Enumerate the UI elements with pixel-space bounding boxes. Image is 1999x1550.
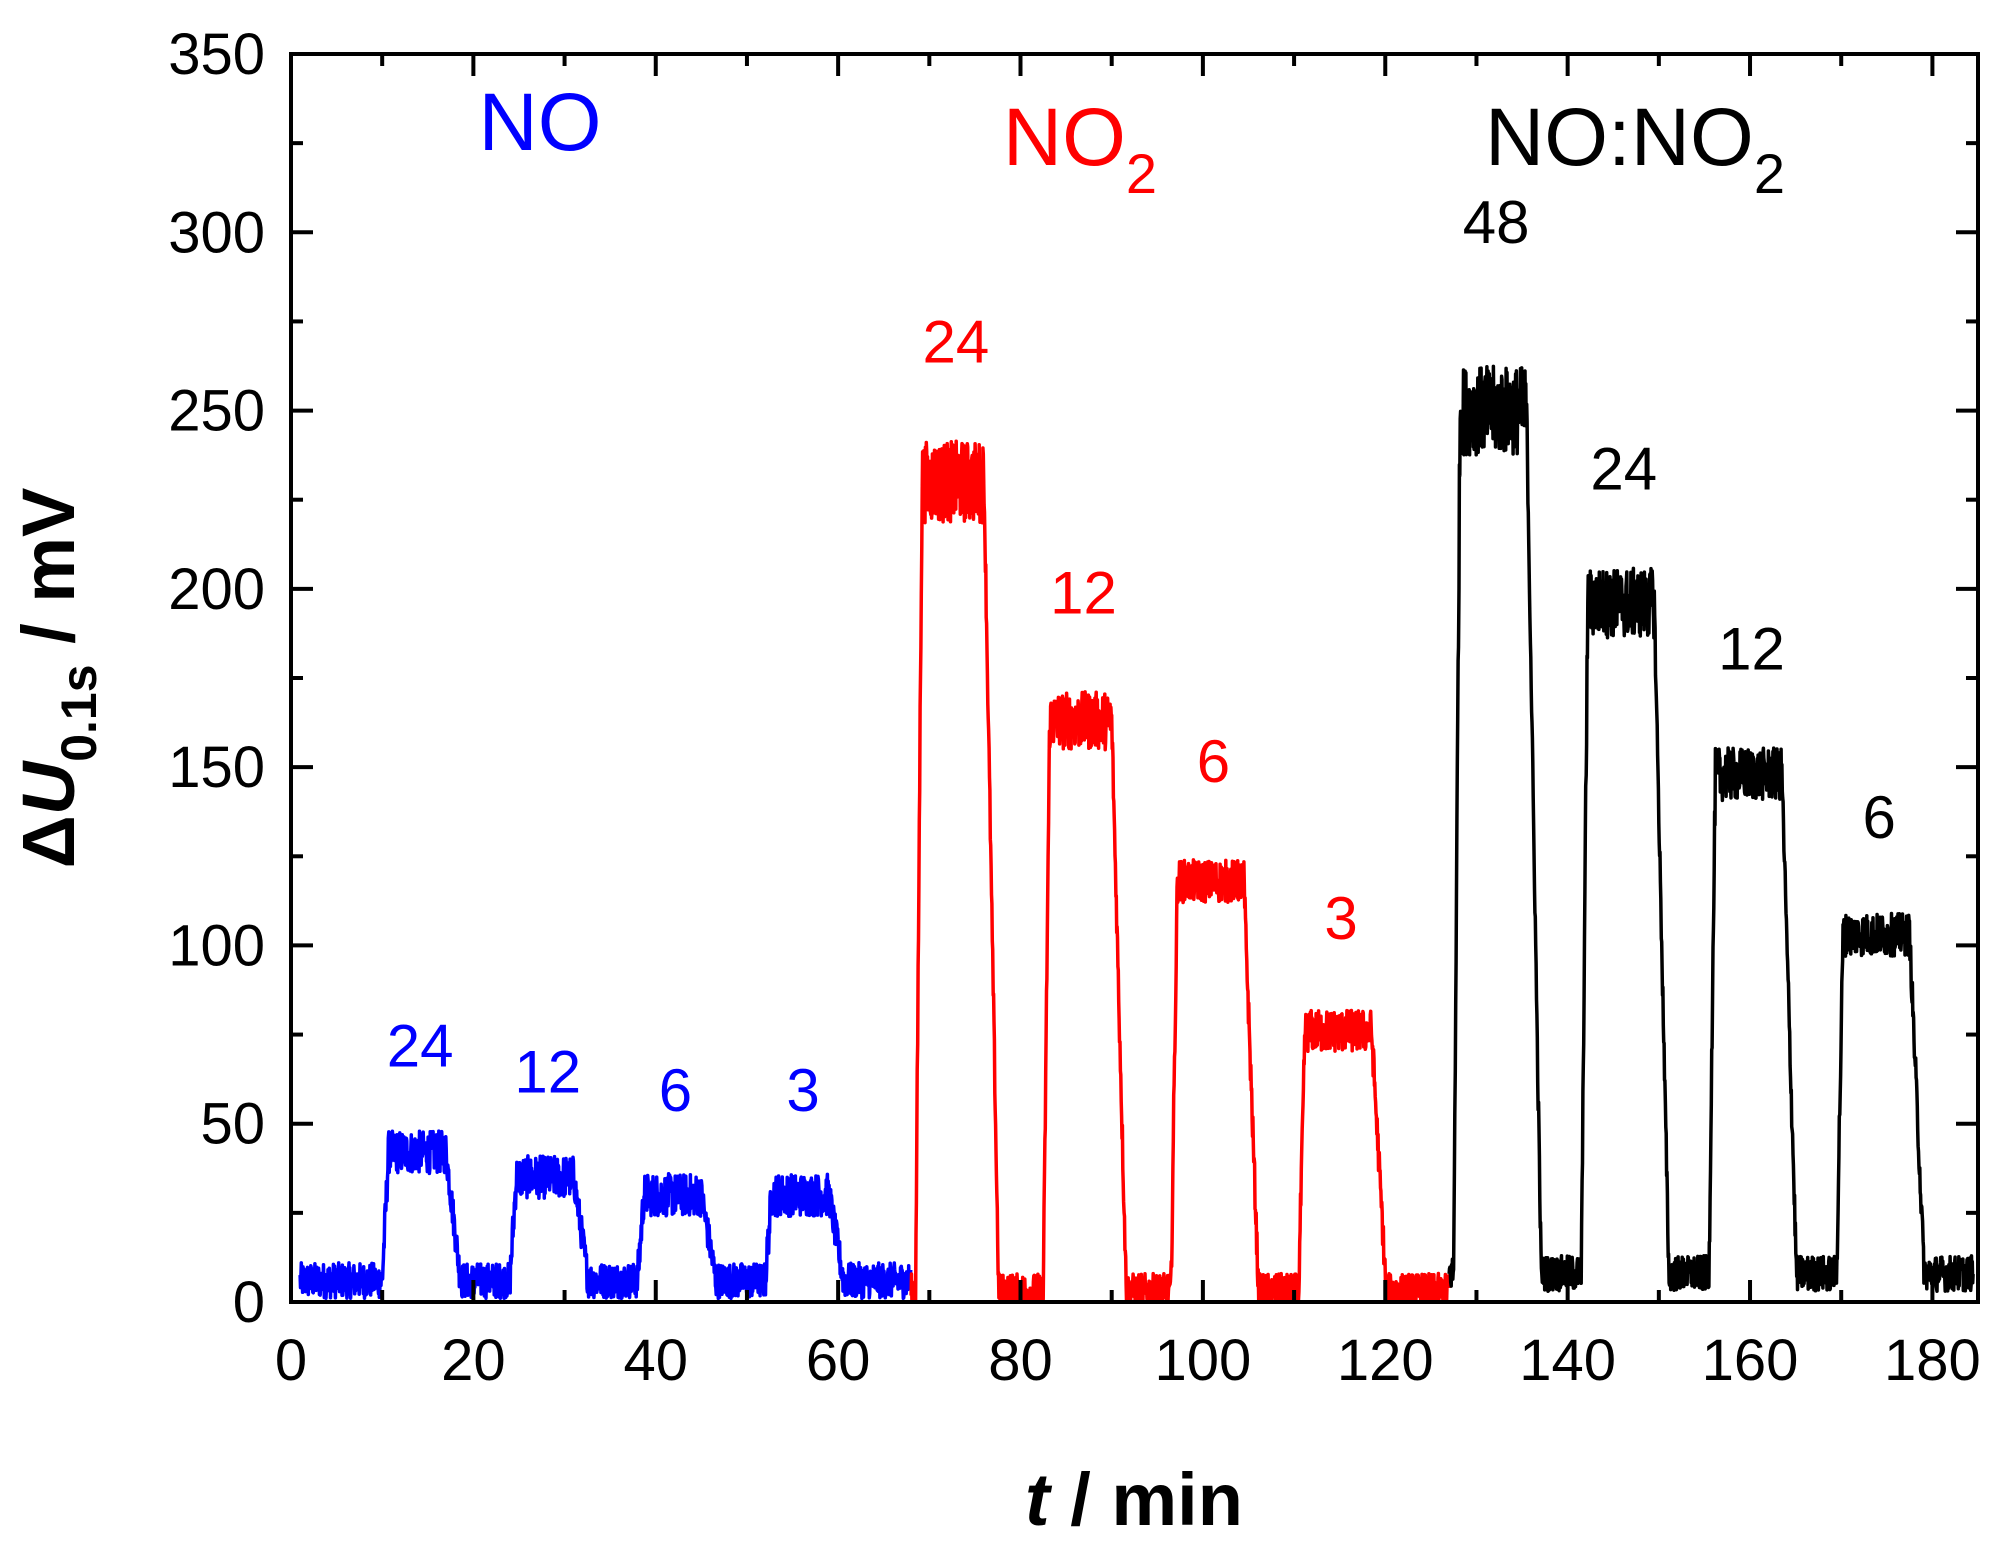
axes-layer: 0 20 40 60 80 100 120 140 160 180 0 50 100 150 200 250 3…	[168, 22, 1981, 1393]
peak-label: 24	[1590, 436, 1657, 503]
x-axis-title-unit: / min	[1050, 1458, 1243, 1541]
x-axis-title: t / min	[1025, 1458, 1243, 1541]
peak-label: 12	[514, 1039, 581, 1106]
y-axis-title-delta: Δ	[7, 815, 90, 868]
y-axis-title-subscript: 0.1s	[51, 664, 107, 761]
y-axis-title-unit: / mV	[7, 488, 90, 665]
peak-label: 12	[1050, 559, 1117, 626]
series-line	[909, 439, 1451, 1304]
peak-label: 48	[1463, 189, 1530, 256]
series-layer	[298, 364, 1975, 1304]
group-label-text: NO	[1003, 92, 1126, 183]
peak-label: 6	[1862, 784, 1895, 851]
y-tick-label: 200	[168, 557, 265, 622]
group-label-text: NO	[479, 77, 602, 168]
y-tick-label: 150	[168, 735, 265, 800]
peak-label: 12	[1718, 615, 1785, 682]
x-tick-label: 180	[1884, 1328, 1981, 1393]
series-line	[298, 1129, 913, 1301]
peak-label: 24	[922, 308, 989, 375]
y-tick-label: 50	[200, 1092, 265, 1157]
x-tick-label: 100	[1155, 1328, 1252, 1393]
y-tick-label: 100	[168, 913, 265, 978]
y-tick-label: 350	[168, 22, 265, 87]
x-tick-label: 40	[623, 1328, 688, 1393]
x-tick-label: 140	[1519, 1328, 1616, 1393]
peak-label: 3	[786, 1057, 819, 1124]
y-axis-title-symbol: U	[7, 760, 90, 815]
group-label: NO2	[1003, 92, 1157, 205]
group-label-subscript: 2	[1754, 142, 1785, 205]
x-tick-label: 0	[275, 1328, 307, 1393]
group-label-subscript: 2	[1126, 142, 1157, 205]
peak-label: 3	[1324, 885, 1357, 952]
group-label: NO:NO2	[1485, 92, 1785, 205]
x-tick-label: 20	[441, 1328, 506, 1393]
peak-label: 24	[387, 1012, 454, 1079]
y-tick-label: 250	[168, 379, 265, 444]
series-line	[1447, 364, 1975, 1293]
peak-label: 6	[1197, 728, 1230, 795]
y-tick-label: 0	[233, 1270, 265, 1335]
x-tick-label: 80	[988, 1328, 1053, 1393]
group-label-text: NO:NO	[1485, 92, 1754, 183]
x-tick-label: 160	[1702, 1328, 1799, 1393]
x-tick-label: 60	[806, 1328, 871, 1393]
y-axis-title: ΔU0.1s / mV	[7, 488, 107, 869]
y-tick-label: 300	[168, 200, 265, 265]
group-label: NO	[479, 77, 602, 168]
x-tick-label: 120	[1337, 1328, 1434, 1393]
peak-label: 6	[659, 1057, 692, 1124]
x-axis-title-symbol: t	[1025, 1458, 1053, 1541]
